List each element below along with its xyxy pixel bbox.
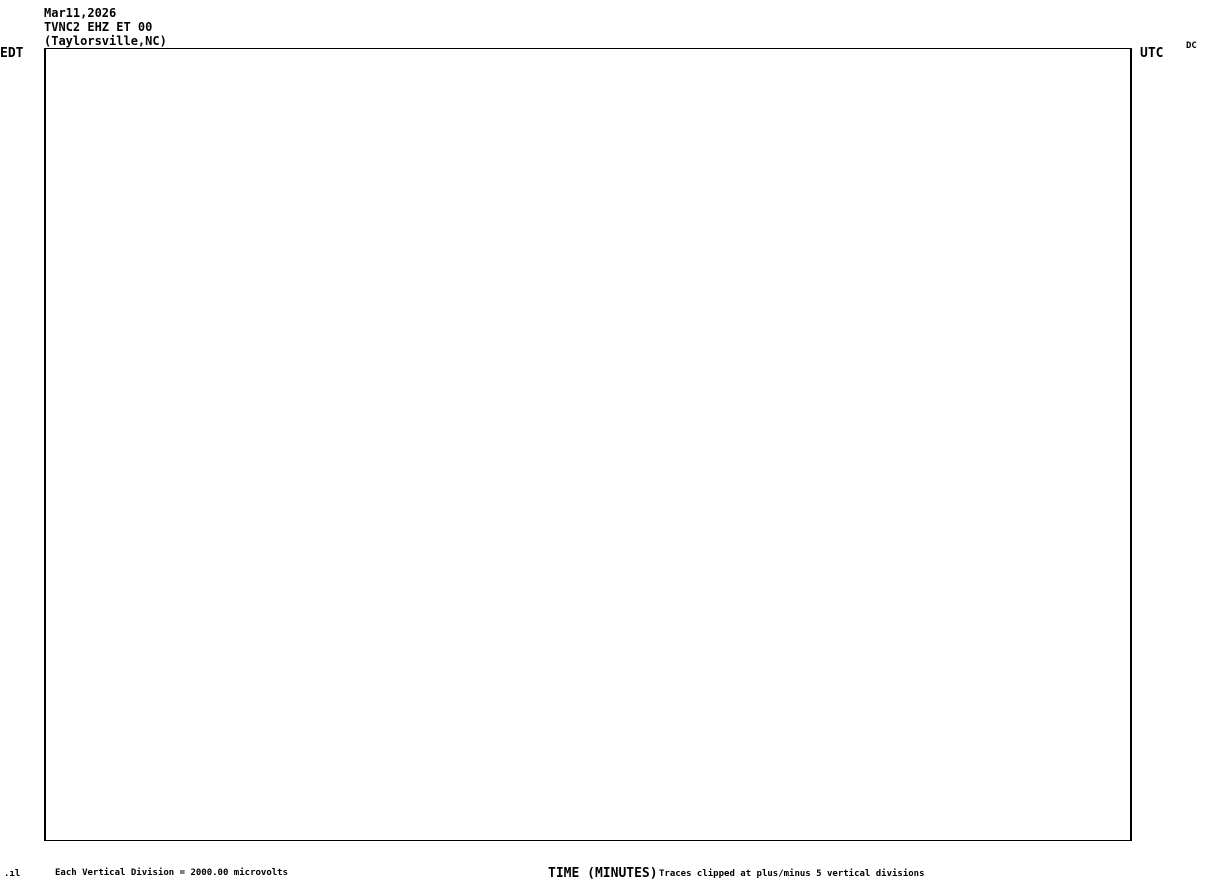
clipping-note: Traces clipped at plus/minus 5 vertical … (659, 869, 925, 879)
left-timezone-label: EDT (0, 46, 24, 61)
right-timezone-label: UTC (1140, 46, 1164, 61)
header-station: TVNC2 EHZ ET 00 (44, 20, 153, 34)
corner-mark-icon: .ıl (4, 869, 21, 879)
x-axis-title: TIME (MINUTES) (548, 866, 658, 881)
header-location: (Taylorsville,NC) (44, 34, 167, 48)
x-axis-ticks (44, 841, 1132, 851)
dc-column-header: DC (1186, 41, 1197, 51)
scale-note: Each Vertical Division = 2000.00 microvo… (55, 868, 288, 878)
helicorder-plot-area (44, 48, 1132, 841)
seismic-traces (46, 49, 1132, 841)
header-date: Mar11,2026 (44, 6, 117, 20)
